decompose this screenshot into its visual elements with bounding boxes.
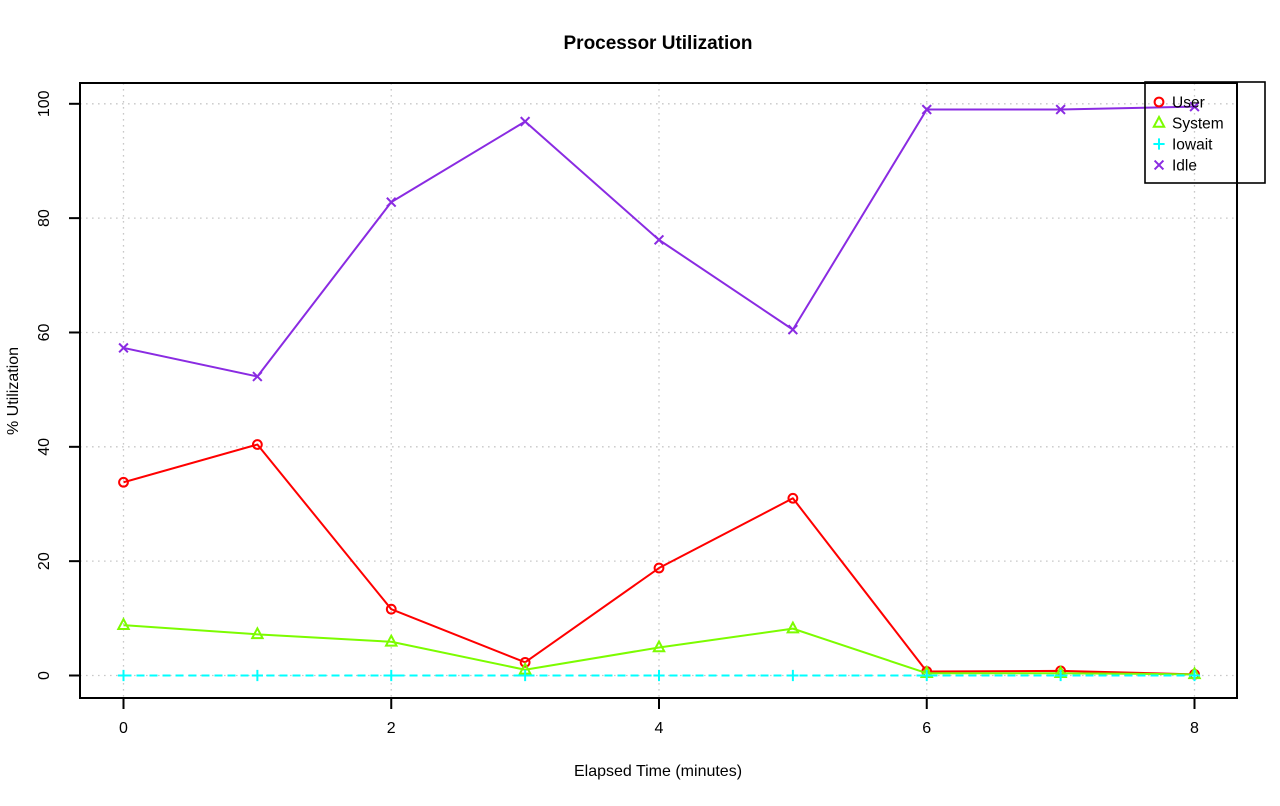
user-marker: [385, 603, 397, 615]
iowait-marker: [787, 669, 799, 682]
legend-label-system: System: [1172, 116, 1224, 133]
user-marker: [653, 562, 665, 574]
idle-marker: [653, 234, 665, 245]
y-tick-label: 100: [36, 90, 53, 117]
legend: User System Iowait Idle: [1144, 81, 1266, 184]
y-tick-label: 20: [36, 552, 53, 570]
user-marker: [519, 656, 531, 668]
chart-title: Processor Utilization: [564, 33, 753, 54]
idle-marker: [1055, 104, 1066, 115]
x-tick-label: 2: [387, 720, 396, 737]
iowait-marker: [1188, 669, 1201, 682]
y-tick-label: 0: [36, 671, 53, 680]
idle-marker: [787, 324, 798, 335]
iowait-marker: [1055, 669, 1067, 682]
legend-label-iowait: Iowait: [1172, 137, 1213, 154]
y-tick-label: 80: [36, 209, 53, 227]
system-marker: [652, 639, 666, 653]
user-marker: [787, 492, 799, 504]
legend-label-idle: Idle: [1172, 158, 1197, 175]
iowait-marker: [385, 669, 397, 682]
idle-marker: [921, 104, 932, 115]
legend-box: [1144, 81, 1266, 184]
system-marker: [250, 626, 265, 640]
iowait-marker: [251, 669, 263, 682]
x-tick-label: 6: [922, 720, 931, 737]
series-line-user: [123, 443, 1195, 676]
x-tick-label: 8: [1190, 720, 1199, 737]
system-marker: [116, 617, 131, 630]
legend-swatch-system-icon: [1152, 114, 1166, 128]
x-tick-label: 4: [655, 720, 664, 737]
system-marker: [384, 633, 399, 647]
x-tick-label: 0: [119, 720, 128, 737]
idle-marker: [386, 197, 397, 208]
series-lines: [116, 101, 1202, 682]
legend-label-user: User: [1172, 95, 1205, 112]
idle-marker: [520, 116, 531, 127]
system-marker: [786, 620, 800, 634]
series-line-system: [123, 624, 1195, 676]
idle-marker: [118, 342, 129, 354]
y-tick-label: 40: [36, 438, 53, 456]
iowait-marker: [653, 669, 665, 682]
legend-swatch-idle-icon: [1153, 159, 1165, 171]
idle-marker: [1189, 101, 1200, 112]
user-marker: [251, 439, 263, 450]
legend-swatch-iowait-icon: [1153, 138, 1165, 150]
y-axis-label: % Utilization: [5, 347, 22, 435]
iowait-marker: [117, 669, 130, 682]
iowait-marker: [921, 669, 933, 682]
legend-swatch-user-icon: [1153, 96, 1165, 108]
x-axis-label: Elapsed Time (minutes): [574, 763, 742, 780]
idle-marker: [252, 371, 263, 382]
axis-ticks: [69, 102, 1196, 709]
user-marker: [118, 476, 129, 488]
iowait-marker: [519, 669, 531, 682]
y-tick-label: 60: [36, 323, 53, 341]
